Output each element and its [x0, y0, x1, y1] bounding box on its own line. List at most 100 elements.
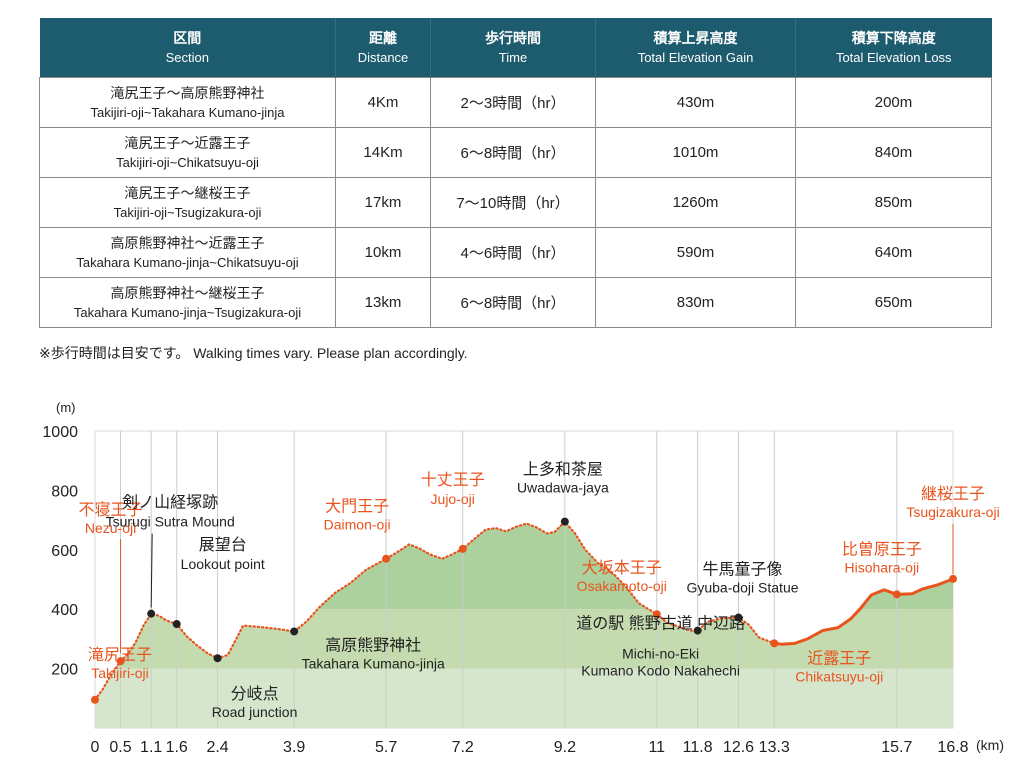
point-label-jp: 展望台	[199, 536, 247, 554]
gain-cell: 830m	[595, 277, 796, 328]
point-label-en: Osakamoto-oji	[577, 578, 667, 594]
point-marker	[116, 657, 125, 666]
x-tick-label: 16.8	[937, 739, 968, 756]
point-label-jp: 近露王子	[807, 649, 871, 667]
point-label-en: Tsugizakura-oji	[906, 504, 999, 520]
point-label-jp: 継桜王子	[921, 485, 985, 503]
point-label-jp: 比曽原王子	[842, 540, 922, 558]
x-tick-label: 0.5	[109, 739, 131, 756]
x-tick-label: 5.7	[375, 739, 397, 756]
x-axis-unit-label: (km)	[976, 737, 1004, 753]
y-tick-label: 800	[51, 483, 78, 500]
x-tick-label: 11.8	[683, 739, 713, 756]
distance-cell: 14Km	[335, 127, 431, 178]
y-axis-unit-label: (m)	[56, 400, 76, 415]
header-gain: 積算上昇高度 Total Elevation Gain	[595, 18, 796, 78]
time-cell: 6～8時間（hr）	[430, 277, 596, 328]
point-label-jp: 大門王子	[325, 498, 389, 516]
gain-cell: 430m	[595, 77, 796, 128]
y-tick-label: 400	[51, 602, 78, 619]
x-tick-label: 7.2	[452, 739, 474, 756]
x-tick-label: 1.1	[140, 739, 162, 756]
loss-cell: 640m	[795, 227, 992, 278]
point-label-jp: 大坂本王子	[582, 559, 662, 577]
point-label-en: Lookout point	[181, 556, 265, 572]
time-cell: 2～3時間（hr）	[430, 77, 596, 128]
point-label-jp: 道の駅 熊野古道 中辺路	[576, 615, 745, 633]
header-loss: 積算下降高度 Total Elevation Loss	[795, 18, 992, 78]
point-marker	[560, 517, 569, 526]
point-marker	[693, 626, 702, 635]
loss-cell: 840m	[795, 127, 992, 178]
time-cell: 7～10時間（hr）	[430, 177, 596, 228]
point-marker	[734, 613, 743, 622]
point-marker	[290, 627, 299, 636]
point-marker	[382, 554, 391, 563]
x-tick-label: 13.3	[759, 739, 790, 756]
section-cell: 高原熊野神社～近露王子 Takahara Kumano-jinja~Chikats…	[39, 227, 336, 278]
point-label-jp: 剣ノ山経塚跡	[122, 494, 218, 512]
loss-cell: 850m	[795, 177, 992, 228]
point-label-jp: 滝尻王子	[88, 646, 152, 664]
time-cell: 6～8時間（hr）	[430, 127, 596, 178]
section-cell: 滝尻王子～近露王子 Takijiri-oji~Chikatsuyu-oji	[39, 127, 336, 178]
point-label-en: Kumano Kodo Nakahechi	[581, 663, 740, 679]
x-tick-label: 9.2	[554, 739, 576, 756]
table-row: 滝尻王子～継桜王子 Takijiri-oji~Tsugizakura-oji 17…	[39, 177, 992, 228]
table-row: 高原熊野神社～近露王子 Takahara Kumano-jinja~Chikats…	[39, 227, 992, 278]
y-tick-label: 200	[51, 662, 78, 679]
label-leader	[150, 533, 153, 608]
distance-cell: 17km	[335, 177, 431, 228]
loss-cell: 650m	[795, 277, 992, 328]
table-header-row: 区間 Section 距離 Distance 歩行時間 Time 積算上昇高度 Tota…	[39, 18, 992, 78]
point-marker	[458, 544, 467, 553]
header-section: 区間 Section	[39, 18, 336, 78]
point-marker	[770, 639, 779, 648]
elevation-band-low	[95, 668, 953, 728]
x-tick-label: 2.4	[206, 739, 228, 756]
x-tick-label: 0	[91, 739, 100, 756]
loss-cell: 200m	[795, 77, 992, 128]
point-label-en: Hisohara-oji	[844, 559, 919, 575]
time-cell: 4～6時間（hr）	[430, 227, 596, 278]
point-marker	[652, 610, 661, 619]
point-marker	[949, 574, 957, 583]
distance-cell: 10km	[335, 227, 431, 278]
point-label-en: Michi-no-Eki	[622, 646, 699, 662]
point-marker	[147, 609, 156, 618]
point-label-en: Takahara Kumano-jinja	[302, 655, 445, 671]
point-label-jp: 牛馬童子像	[702, 560, 782, 579]
table-row: 滝尻王子～近露王子 Takijiri-oji~Chikatsuyu-oji 14K…	[39, 127, 992, 178]
gain-cell: 1260m	[595, 177, 796, 228]
section-cell: 滝尻王子～高原熊野神社 Takijiri-oji~Takahara Kumano-…	[39, 77, 336, 128]
walking-time-note: ※歩行時間は目安です。 Walking times vary. Please p…	[39, 345, 468, 361]
table-row: 高原熊野神社～継桜王子 Takahara Kumano-jinja~Tsugiza…	[39, 277, 992, 328]
point-marker	[892, 590, 901, 599]
header-time: 歩行時間 Time	[430, 18, 596, 78]
table-row: 滝尻王子～高原熊野神社 Takijiri-oji~Takahara Kumano-…	[39, 77, 992, 128]
route-table: 区間 Section 距離 Distance 歩行時間 Time 積算上昇高度 Tota…	[39, 18, 992, 328]
distance-cell: 13km	[335, 277, 431, 328]
gain-cell: 1010m	[595, 127, 796, 178]
profile-line-solid	[774, 577, 954, 646]
section-cell: 滝尻王子～継桜王子 Takijiri-oji~Tsugizakura-oji	[39, 177, 336, 228]
point-label-en: Road junction	[212, 704, 298, 720]
elevation-profile-chart: (m) (km) 200 400 600 800 1000 0 0.5 1.1 1.6 2.4 3…	[42, 400, 1004, 756]
point-marker	[172, 620, 181, 629]
x-tick-label: 3.9	[283, 739, 305, 756]
point-label-jp: 不寝王子	[79, 500, 143, 519]
point-label-en: Jujo-oji	[431, 491, 475, 507]
y-tick-label: 600	[51, 543, 78, 560]
point-label-jp: 十丈王子	[421, 471, 485, 489]
point-label-jp: 高原熊野神社	[325, 636, 421, 654]
header-distance: 距離 Distance	[335, 18, 431, 78]
point-label-en: Chikatsuyu-oji	[795, 668, 883, 684]
point-label-en: Uwadawa-jaya	[517, 480, 609, 496]
point-label-en: Gyuba-doji Statue	[686, 580, 798, 596]
point-marker	[91, 695, 99, 704]
point-label-en: Takijiri-oji	[91, 665, 149, 681]
gain-cell: 590m	[595, 227, 796, 278]
point-label-en: Nezu-oji	[85, 520, 136, 536]
point-label-jp: 上多和茶屋	[523, 461, 603, 479]
distance-cell: 4Km	[335, 77, 431, 128]
